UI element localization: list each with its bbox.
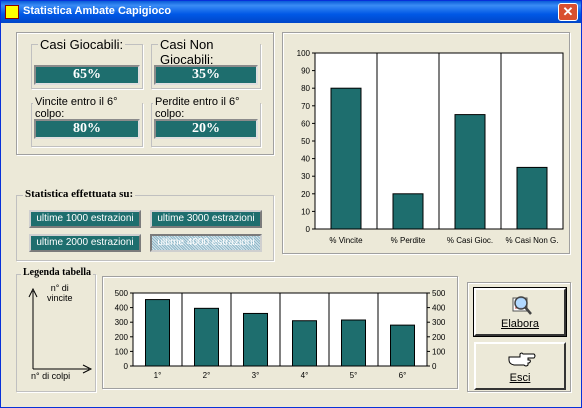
y-tick-label: 100 xyxy=(115,347,129,356)
bar xyxy=(194,307,219,367)
y-tick-label: 80 xyxy=(301,84,310,93)
casi-giocabili-group: Casi Giocabili: 65% xyxy=(31,37,143,89)
bar xyxy=(292,320,317,367)
x-tick-label: % Vincite xyxy=(329,236,363,245)
y-tick-label: 50 xyxy=(301,137,310,146)
y-tick-label: 400 xyxy=(115,304,129,313)
bar xyxy=(330,87,362,230)
last-3000-button[interactable]: ultime 3000 estrazioni xyxy=(150,210,262,228)
y-tick-label-right: 0 xyxy=(432,362,437,371)
vincite-group: Vincite entro il 6° colpo: 80% xyxy=(31,96,143,147)
y-tick-label: 0 xyxy=(306,225,311,234)
x-tick-label: % Casi Gioc. xyxy=(447,236,493,245)
summary-panel: Casi Giocabili: 65% Casi Non Giocabili: … xyxy=(16,32,274,155)
x-tick-label: 2° xyxy=(203,371,211,380)
perdite-label: Perdite entro il 6° colpo: xyxy=(153,96,260,120)
esci-label: Esci xyxy=(509,372,531,384)
percent-bar-chart: 0 10 20 30 40 50 60 70 80 90 100 % Vincite % Perdite… xyxy=(297,49,564,245)
x-tick-label: 3° xyxy=(252,371,260,380)
title-bar[interactable]: Statistica Ambate Capigioco ✕ xyxy=(1,1,581,23)
vincite-label: Vincite entro il 6° colpo: xyxy=(33,96,142,120)
casi-giocabili-label: Casi Giocabili: xyxy=(38,37,126,52)
bar xyxy=(145,299,170,367)
y-tick-label: 300 xyxy=(115,318,129,327)
y-tick-label: 0 xyxy=(124,362,129,371)
y-tick-label: 100 xyxy=(297,49,311,58)
legend-x-label: n° di colpi xyxy=(31,371,71,381)
y-tick-label: 30 xyxy=(301,172,310,181)
bar xyxy=(392,193,424,230)
y-tick-label: 20 xyxy=(301,190,310,199)
casi-giocabili-value: 65% xyxy=(34,65,140,85)
bar xyxy=(516,166,548,230)
elabora-button[interactable]: Elabora xyxy=(473,287,567,337)
actions-panel: Elabora Esci xyxy=(467,282,571,392)
y-tick-label-right: 300 xyxy=(432,318,446,327)
magnifier-chart-icon xyxy=(512,296,532,315)
colpi-chart-panel: 0 0 100 100 200 200 300 300 400 400 500 500 1° 2° 3° 4°… xyxy=(102,276,458,389)
bar xyxy=(390,324,415,367)
x-tick-label: 4° xyxy=(301,371,309,380)
y-tick-label: 70 xyxy=(301,102,310,111)
stats-on-group: Statistica effettuata su: ultime 1000 es… xyxy=(16,188,274,261)
x-tick-label: 6° xyxy=(399,371,407,380)
bar xyxy=(454,114,486,230)
colpi-bar-chart: 0 0 100 100 200 200 300 300 400 400 500 500 1° 2° 3° 4°… xyxy=(115,289,446,380)
pointing-hand-icon xyxy=(508,352,536,367)
x-tick-label: % Perdite xyxy=(391,236,426,245)
legend-y-label: n° di vincite xyxy=(47,283,73,303)
percent-chart-panel: 0 10 20 30 40 50 60 70 80 90 100 % Vincite % Perdite… xyxy=(282,32,570,254)
y-tick-label-right: 100 xyxy=(432,347,446,356)
x-tick-label: 1° xyxy=(154,371,162,380)
y-tick-label: 500 xyxy=(115,289,129,298)
last-4000-button[interactable]: ultime 4000 estrazioni xyxy=(150,234,262,252)
app-icon xyxy=(5,5,19,19)
vincite-value: 80% xyxy=(34,119,140,139)
y-tick-label: 200 xyxy=(115,333,129,342)
y-tick-label: 60 xyxy=(301,119,310,128)
perdite-value: 20% xyxy=(154,119,258,139)
casi-non-giocabili-group: Casi Non Giocabili: 35% xyxy=(151,37,261,89)
x-tick-label: % Casi Non G. xyxy=(506,236,559,245)
x-tick-label: 5° xyxy=(350,371,358,380)
casi-non-giocabili-value: 35% xyxy=(154,65,258,85)
bar xyxy=(243,312,268,367)
bar xyxy=(341,319,366,367)
y-tick-label: 90 xyxy=(301,67,310,76)
perdite-group: Perdite entro il 6° colpo: 20% xyxy=(151,96,261,147)
y-tick-label: 10 xyxy=(301,207,310,216)
legend-axes-diagram xyxy=(28,287,93,374)
legend-group: Legenda tabella n° di vincite n° di colp… xyxy=(16,267,96,392)
window-title: Statistica Ambate Capigioco xyxy=(23,5,172,17)
y-tick-label: 40 xyxy=(301,155,310,164)
elabora-label: Elabora xyxy=(501,318,539,330)
y-tick-label-right: 200 xyxy=(432,333,446,342)
y-tick-label-right: 500 xyxy=(432,289,446,298)
legend-title: Legenda tabella xyxy=(21,267,94,278)
stats-on-label: Statistica effettuata su: xyxy=(23,188,136,200)
last-2000-button[interactable]: ultime 2000 estrazioni xyxy=(29,234,141,252)
esci-button[interactable]: Esci xyxy=(474,342,566,390)
close-button[interactable]: ✕ xyxy=(558,3,578,21)
casi-non-giocabili-label: Casi Non Giocabili: xyxy=(158,37,260,67)
last-1000-button[interactable]: ultime 1000 estrazioni xyxy=(29,210,141,228)
y-tick-label-right: 400 xyxy=(432,304,446,313)
